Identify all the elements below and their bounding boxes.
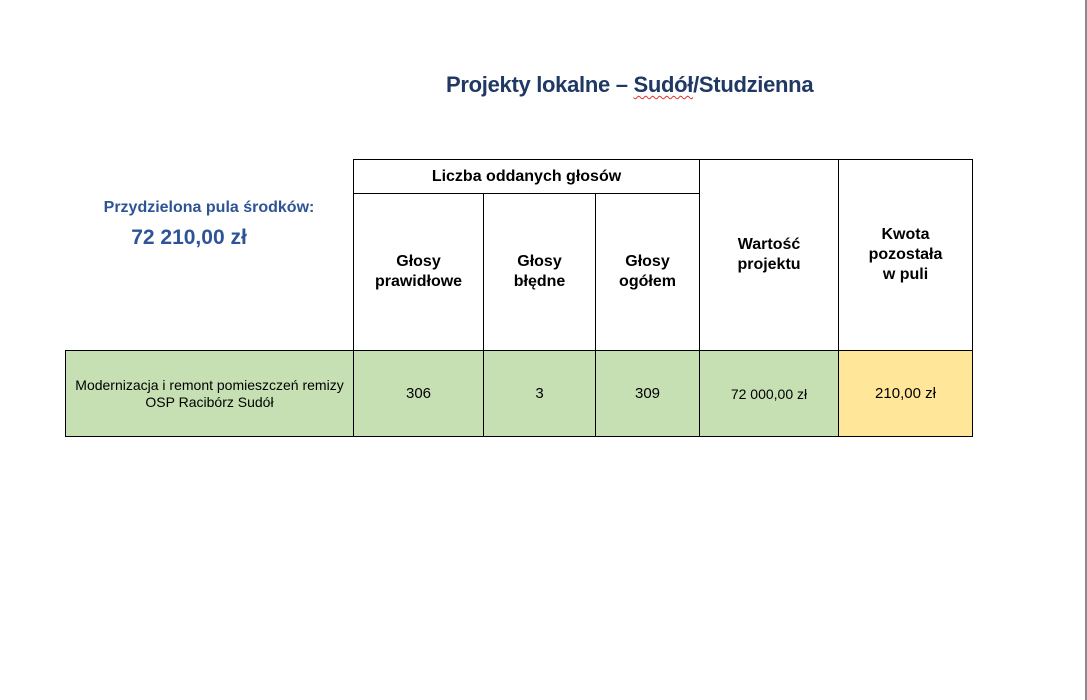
cell-project-name: Modernizacja i remont pomieszczeń remizy… [65,350,354,437]
title-suffix: /Studzienna [693,72,814,97]
cell-invalid: 3 [483,350,596,437]
page-title: Projekty lokalne – Sudół/Studzienna [446,72,814,98]
title-prefix: Projekty lokalne – [446,72,634,97]
header-total: Głosy ogółem [595,193,700,351]
header-project-value: Wartość projektu [699,159,839,351]
page-edge [1085,0,1087,700]
pool-value: 72 210,00 zł [131,226,247,249]
cell-valid: 306 [353,350,484,437]
cell-project-value: 72 000,00 zł [699,350,839,437]
cell-total: 309 [595,350,700,437]
header-group-votes: Liczba oddanych głosów [353,159,700,194]
header-invalid: Głosy błędne [483,193,596,351]
title-underlined: Sudół [633,72,694,97]
cell-remaining: 210,00 zł [838,350,973,437]
header-remaining: Kwota pozostała w puli [838,159,973,351]
header-valid: Głosy prawidłowe [353,193,484,351]
pool-label: Przydzielona pula środków: [103,199,315,216]
